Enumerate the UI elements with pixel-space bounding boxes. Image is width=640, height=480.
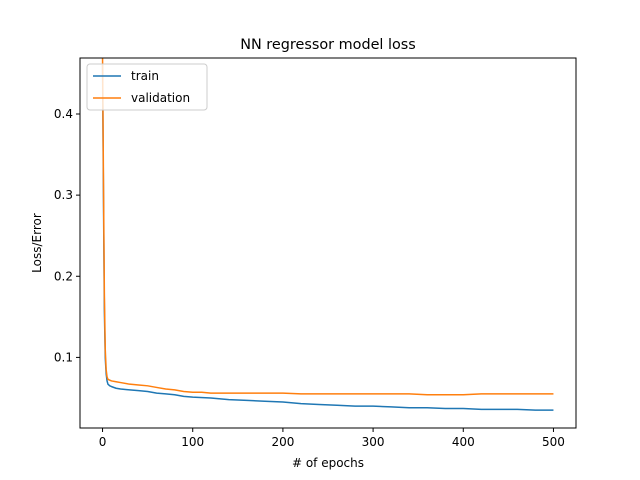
x-tick-label: 300 bbox=[362, 435, 385, 449]
y-tick-label: 0.1 bbox=[54, 350, 73, 364]
x-tick-label: 0 bbox=[99, 435, 107, 449]
legend-label-train: train bbox=[131, 69, 159, 83]
x-tick-label: 500 bbox=[542, 435, 565, 449]
y-tick-label: 0.2 bbox=[54, 269, 73, 283]
plot-frame bbox=[79, 57, 577, 429]
x-tick-label: 400 bbox=[452, 435, 475, 449]
x-tick-label: 200 bbox=[271, 435, 294, 449]
y-tick-label: 0.3 bbox=[54, 188, 73, 202]
y-tick-label: 0.4 bbox=[54, 107, 73, 121]
legend: train validation bbox=[86, 63, 208, 111]
series-line-validation bbox=[101, 58, 554, 396]
legend-label-validation: validation bbox=[131, 91, 190, 105]
chart-title: NN regressor model loss bbox=[240, 37, 416, 53]
y-axis-label: Loss/Error bbox=[30, 213, 44, 273]
series-line-train bbox=[101, 65, 554, 411]
x-axis-label: # of epochs bbox=[292, 456, 364, 470]
x-tick-label: 100 bbox=[181, 435, 204, 449]
